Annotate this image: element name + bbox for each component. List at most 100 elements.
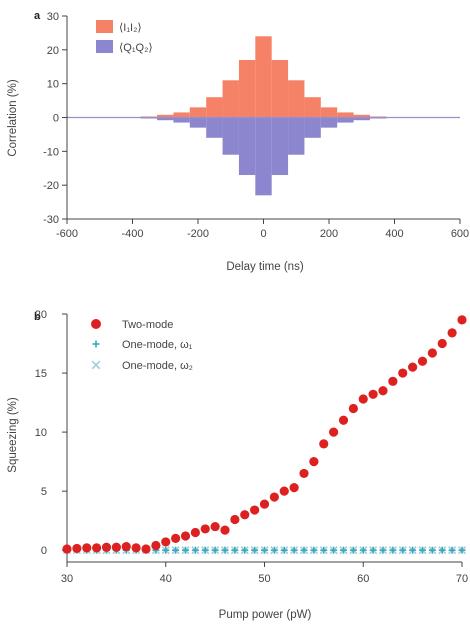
bar-q1q2-1	[157, 117, 174, 121]
two-mode-point-35	[408, 362, 418, 372]
two-mode-point-23	[289, 483, 299, 493]
panel-a-x-tick-label-2: -200	[187, 228, 209, 240]
bar-q1q2-13	[353, 117, 370, 121]
bar-q1q2-6	[238, 117, 256, 176]
one-mode-w1-point-25	[310, 546, 318, 554]
panel-b-legend: Two-mode One-mode, ω₁ One-mode, ω₂	[91, 319, 193, 372]
bar-q1q2-12	[337, 117, 354, 123]
one-mode-w1-point-14	[201, 546, 209, 554]
two-mode-point-0	[62, 544, 72, 554]
bar-i1i2-13	[353, 114, 370, 118]
one-mode-w1-point-40	[458, 546, 466, 554]
bar-i1i2-2	[173, 112, 190, 118]
legend-one-mode-w2-marker-stroke-b	[91, 360, 101, 370]
panel-b-y-tick-label-3: 5	[41, 486, 47, 498]
one-mode-w1-point-21	[270, 546, 278, 554]
two-mode-point-7	[131, 543, 141, 553]
panel-a-letter: a	[34, 10, 41, 22]
legend-label-b-0: Two-mode	[122, 319, 173, 331]
bar-i1i2-3	[189, 107, 207, 118]
panel-a-x-tick-label-6: 600	[451, 228, 469, 240]
two-mode-point-17	[230, 514, 240, 525]
panel-b-x-tick-label-4: 70	[456, 573, 468, 585]
two-mode-point-18	[240, 510, 250, 520]
legend-two-mode-marker	[91, 319, 101, 329]
bar-i1i2-5	[222, 80, 239, 118]
one-mode-w1-point-27	[330, 546, 338, 554]
bar-q1q2-9	[288, 117, 305, 155]
two-mode-point-27	[329, 427, 339, 437]
two-mode-point-32	[378, 386, 388, 396]
two-mode-point-13	[190, 527, 200, 538]
panel-b-y-tick-label-0: 20	[35, 309, 47, 321]
panel-a-y-tick-label-5: -20	[43, 180, 59, 192]
panel-b-points	[62, 315, 467, 555]
two-mode-point-24	[299, 468, 309, 479]
panel-a-legend: ⟨I₁I₂⟩ ⟨Q₁Q₂⟩	[96, 20, 153, 54]
two-mode-point-5	[111, 542, 121, 552]
bar-q1q2-11	[320, 117, 338, 128]
two-mode-point-14	[200, 524, 210, 534]
panel-a-x-tick-label-0: -600	[56, 228, 78, 240]
legend-label-b-1: One-mode, ω₁	[122, 339, 193, 351]
one-mode-w1-point-29	[349, 546, 357, 554]
one-mode-w1-point-20	[261, 546, 268, 554]
bar-i1i2-8	[271, 59, 289, 118]
one-mode-w1-point-32	[379, 546, 387, 554]
bar-i1i2-9	[288, 80, 305, 118]
one-mode-w1-point-31	[369, 546, 377, 554]
panel-a-y-tick-label-1: 20	[47, 45, 59, 57]
bar-q1q2-10	[304, 117, 321, 138]
legend-label-0: ⟨I₁I₂⟩	[119, 22, 142, 34]
two-mode-point-3	[92, 543, 102, 553]
panel-b-y-tick-label-1: 15	[35, 368, 47, 380]
panel-a-bars	[140, 36, 387, 196]
legend-one-mode-w2-marker	[91, 360, 101, 370]
two-mode-point-6	[121, 542, 131, 552]
panel-b-x-tick-label-3: 60	[357, 573, 369, 585]
two-mode-point-4	[101, 542, 112, 552]
two-mode-point-30	[358, 394, 368, 404]
two-mode-point-2	[82, 543, 92, 553]
bar-q1q2-7	[255, 117, 272, 196]
one-mode-w1-point-15	[211, 546, 219, 554]
panel-a-axes: 30 20 10 0 -10 -20 -30 -600 -400 -200 0 200 400 600	[43, 11, 469, 240]
bar-q1q2-5	[222, 117, 239, 155]
two-mode-point-31	[368, 389, 378, 399]
panel-a-correlation-histogram: a 30 20 10 0 -10 -20 -30 -600 -400 -200 0 200 400 600…	[7, 10, 469, 273]
panel-a-x-tick-label-4: 200	[320, 228, 338, 240]
panel-b-x-tick-label-2: 50	[258, 573, 270, 585]
legend-label-b-2: One-mode, ω₂	[122, 360, 193, 372]
two-mode-point-20	[259, 499, 270, 509]
two-mode-point-9	[151, 540, 161, 551]
bar-q1q2-8	[271, 117, 289, 176]
two-mode-point-26	[319, 439, 329, 449]
panel-a-y-tick-label-4: -10	[43, 146, 59, 158]
panel-b-x-tick-label-0: 30	[61, 573, 73, 585]
panel-a-x-tick-label-3: 0	[260, 228, 266, 240]
two-mode-point-15	[210, 521, 220, 532]
bar-i1i2-6	[238, 59, 256, 118]
bar-i1i2-1	[157, 114, 174, 118]
panel-b-x-tick-label-1: 40	[160, 573, 172, 585]
one-mode-w1-point-13	[191, 546, 199, 554]
two-mode-point-16	[220, 525, 230, 535]
panel-b-y-tick-label-2: 10	[35, 427, 47, 439]
one-mode-w1-point-23	[290, 546, 298, 554]
one-mode-w1-point-18	[241, 546, 249, 554]
two-mode-point-33	[388, 376, 398, 386]
two-mode-point-38	[437, 338, 447, 349]
bar-q1q2-3	[189, 117, 207, 128]
one-mode-w1-point-39	[448, 546, 456, 554]
two-mode-point-12	[180, 531, 191, 541]
two-mode-point-39	[447, 328, 457, 338]
bar-i1i2-10	[304, 97, 321, 118]
two-mode-point-1	[72, 543, 82, 554]
panel-b-x-axis-label: Pump power (pW)	[219, 609, 312, 621]
one-mode-w1-point-11	[172, 546, 180, 554]
legend-one-mode-w1-marker	[92, 340, 100, 348]
panel-a-y-tick-label-2: 10	[47, 79, 59, 91]
panel-a-x-tick-label-5: 400	[385, 228, 403, 240]
